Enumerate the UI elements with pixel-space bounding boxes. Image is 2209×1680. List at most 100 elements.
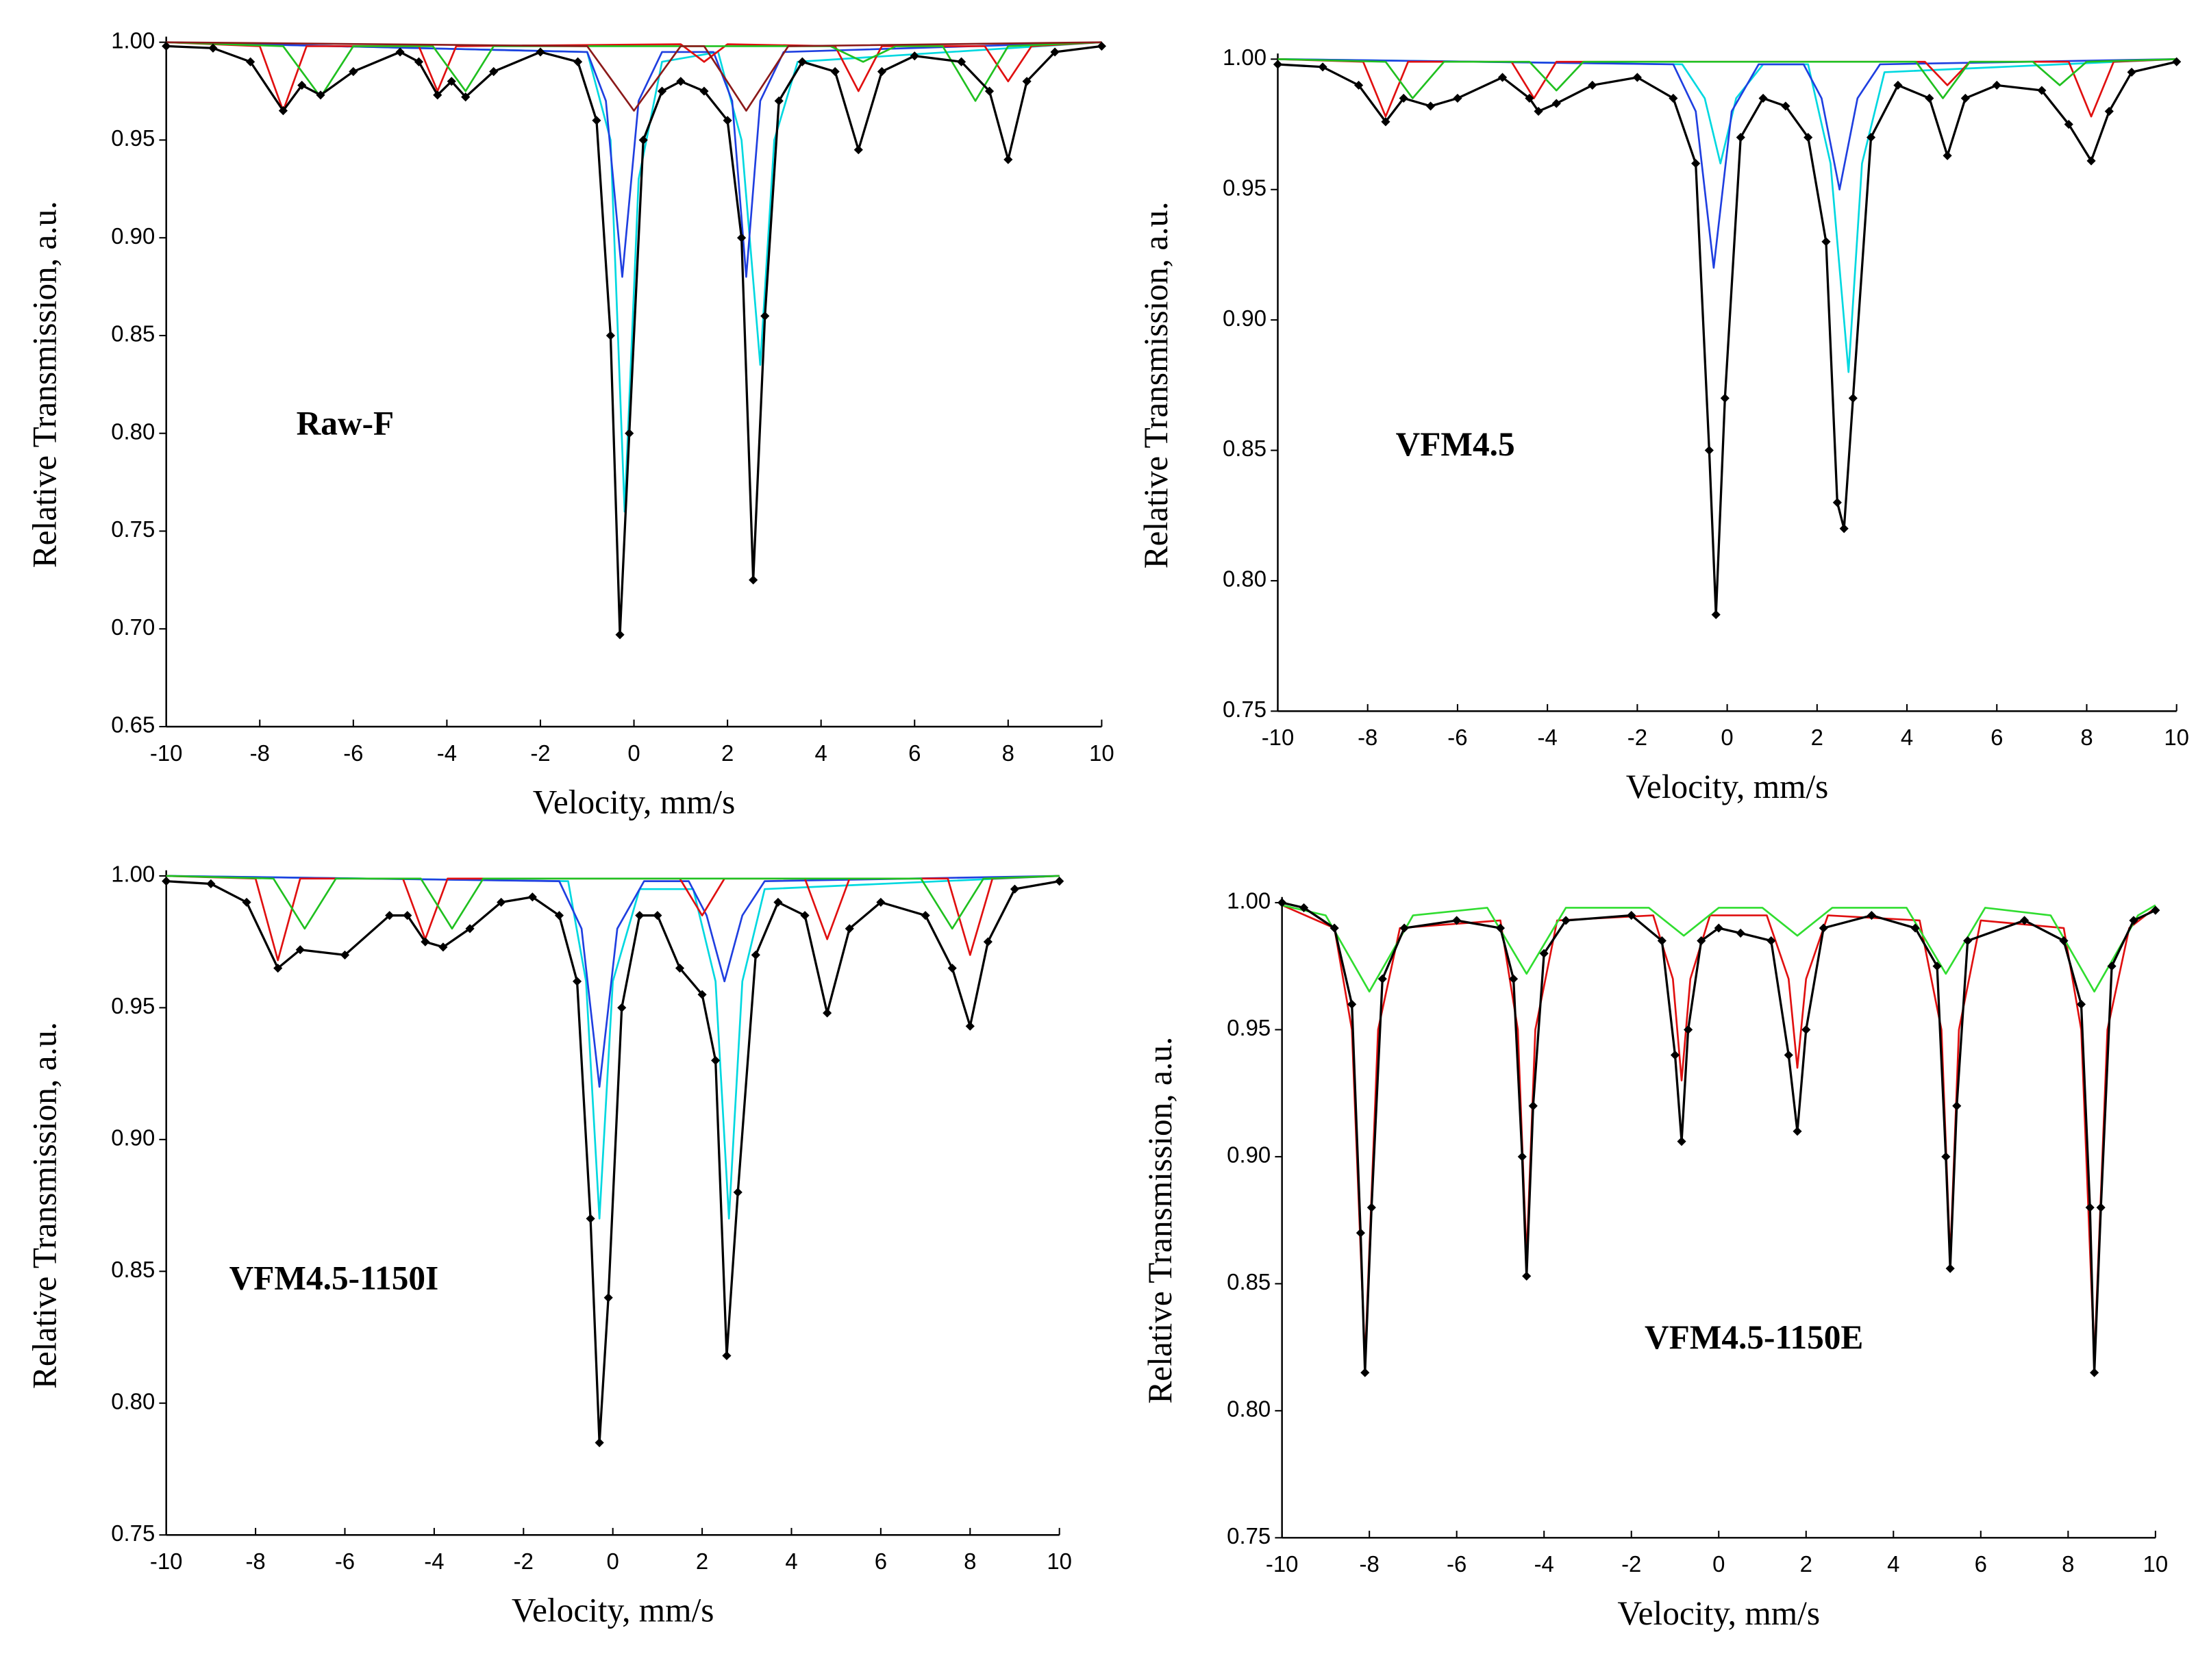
data-point <box>2107 962 2117 971</box>
x-tick-label: 10 <box>2143 1551 2169 1577</box>
data-point <box>751 950 760 960</box>
data-point <box>947 964 957 973</box>
data-point <box>615 630 625 640</box>
x-tick-label: 4 <box>1887 1551 1899 1577</box>
data-point <box>1657 936 1667 946</box>
data-point <box>1691 159 1701 168</box>
data-point <box>1318 62 1327 72</box>
x-tick-label: 2 <box>1800 1551 1812 1577</box>
data-point <box>395 47 405 57</box>
data-point <box>349 66 358 77</box>
y-tick-label: 0.90 <box>1223 305 1266 331</box>
data-point <box>586 1214 595 1223</box>
data-point <box>1704 445 1714 455</box>
y-tick-label: 0.75 <box>111 516 155 542</box>
data-point <box>242 897 251 907</box>
y-tick-label: 0.80 <box>111 418 155 444</box>
data-point <box>246 57 255 66</box>
x-tick-label: 8 <box>2062 1551 2074 1577</box>
data-point <box>1508 974 1519 983</box>
x-axis-title: Velocity, mm/s <box>512 1592 714 1629</box>
y-tick-label: 0.85 <box>1227 1269 1271 1294</box>
data-point <box>921 911 930 920</box>
data-point <box>1055 877 1064 886</box>
data-point <box>760 311 770 321</box>
x-tick-label: 0 <box>1712 1551 1725 1577</box>
y-tick-label: 0.75 <box>1227 1523 1271 1549</box>
data-point <box>1714 923 1723 933</box>
x-tick-label: -6 <box>1447 1551 1467 1577</box>
data-point <box>877 66 887 77</box>
data-point <box>2085 1203 2095 1212</box>
y-tick-label: 0.95 <box>1227 1015 1271 1040</box>
data-point <box>414 57 424 66</box>
x-tick-label: 8 <box>1002 740 1014 766</box>
y-axis-title: Relative Transmission, a.u. <box>1137 201 1175 568</box>
panel: 0.65 0.70 0.75 0.80 0.85 0.90 0.95 1.00 -10 -8 -6 -… <box>25 27 1114 820</box>
data-point <box>1561 916 1571 925</box>
data-point <box>749 575 758 585</box>
x-tick-label: 8 <box>964 1549 976 1574</box>
data-point <box>403 911 412 920</box>
x-tick-label: -8 <box>1358 725 1377 750</box>
x-tick-label: 2 <box>721 740 734 766</box>
data-point <box>497 897 506 907</box>
y-tick-label: 0.75 <box>1223 697 1266 722</box>
data-point <box>2172 57 2182 66</box>
x-tick-label: -10 <box>1262 725 1295 750</box>
data-point <box>1767 936 1776 946</box>
data-point <box>1793 1127 1802 1136</box>
data-point <box>1495 923 1506 933</box>
data-point <box>1097 41 1106 51</box>
fit-component <box>166 875 1060 1088</box>
data-point <box>1910 923 1920 933</box>
data-point <box>340 950 350 960</box>
x-axis-title: Velocity, mm/s <box>1626 768 1829 805</box>
data-point <box>983 937 993 946</box>
fit-component <box>166 875 1060 962</box>
data-point <box>1273 60 1283 69</box>
data-point <box>1588 80 1597 90</box>
data-point <box>573 57 583 66</box>
data-point <box>1677 1137 1686 1146</box>
data-point <box>162 877 171 886</box>
x-tick-label: 0 <box>627 740 640 766</box>
data-point <box>1832 498 1842 507</box>
x-tick-label: -6 <box>335 1549 355 1574</box>
data-point <box>1932 962 1942 971</box>
data-point <box>697 990 707 999</box>
x-tick-label: -2 <box>1627 725 1647 750</box>
y-tick-label: 0.90 <box>111 223 155 249</box>
data-point <box>1539 949 1549 958</box>
data-point <box>800 911 810 920</box>
y-tick-label: 1.00 <box>111 27 155 53</box>
x-axis-title: Velocity, mm/s <box>533 783 736 820</box>
x-tick-label: -2 <box>1621 1551 1641 1577</box>
data-point <box>1960 93 1970 103</box>
fit-component <box>1282 904 2156 1362</box>
x-tick-label: -10 <box>150 1549 183 1574</box>
data-point <box>1943 151 1952 160</box>
data-point <box>965 1021 975 1031</box>
fit-component <box>166 41 1102 112</box>
y-tick-label: 0.80 <box>111 1388 155 1414</box>
data-line <box>166 45 1102 636</box>
x-tick-label: -2 <box>530 740 550 766</box>
data-point <box>1963 936 1973 946</box>
data-point <box>273 964 283 973</box>
data-point <box>1551 99 1561 108</box>
x-tick-label: -8 <box>245 1549 265 1574</box>
data-point <box>1497 73 1508 82</box>
data-point <box>438 942 448 952</box>
x-tick-label: -6 <box>1447 725 1467 750</box>
x-tick-label: 4 <box>815 740 827 766</box>
fit-component <box>1277 58 2177 373</box>
y-tick-label: 0.85 <box>111 321 155 347</box>
data-point <box>1517 1152 1527 1162</box>
x-tick-label: 10 <box>2164 725 2189 750</box>
x-tick-label: -4 <box>437 740 457 766</box>
data-point <box>465 924 475 933</box>
x-tick-label: -10 <box>150 740 183 766</box>
